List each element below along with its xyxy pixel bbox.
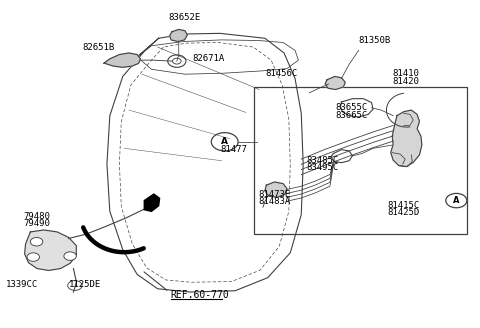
Text: 81350B: 81350B [359,36,391,45]
Polygon shape [104,53,141,67]
Text: 81456C: 81456C [265,69,298,78]
Circle shape [30,237,43,246]
Polygon shape [325,76,345,90]
Circle shape [27,253,39,261]
Text: 81425D: 81425D [387,209,420,217]
Polygon shape [169,30,187,42]
Text: 82651B: 82651B [83,43,115,51]
Text: REF.60-770: REF.60-770 [170,290,229,300]
Text: 81473E: 81473E [258,190,290,198]
Text: 81483A: 81483A [258,197,290,206]
Polygon shape [24,230,76,271]
Text: 79490: 79490 [24,219,50,228]
Text: 79480: 79480 [24,212,50,221]
Text: 83665C: 83665C [336,111,368,119]
Bar [254,87,468,234]
Text: 81410: 81410 [392,69,419,78]
Polygon shape [144,194,159,211]
Text: A: A [221,137,228,146]
Circle shape [64,252,76,260]
Text: 83485C: 83485C [306,156,338,165]
Text: 81415C: 81415C [387,201,420,210]
Text: 82671A: 82671A [192,54,224,63]
Text: 1125DE: 1125DE [69,280,101,289]
Text: 1339CC: 1339CC [5,280,38,289]
Polygon shape [391,110,422,167]
Text: 83495C: 83495C [306,163,338,173]
Text: 83652E: 83652E [169,12,201,22]
Text: 81477: 81477 [220,145,247,154]
Text: 81420: 81420 [392,76,419,86]
Polygon shape [265,182,287,197]
Text: 83655C: 83655C [336,103,368,112]
Text: A: A [453,196,459,205]
